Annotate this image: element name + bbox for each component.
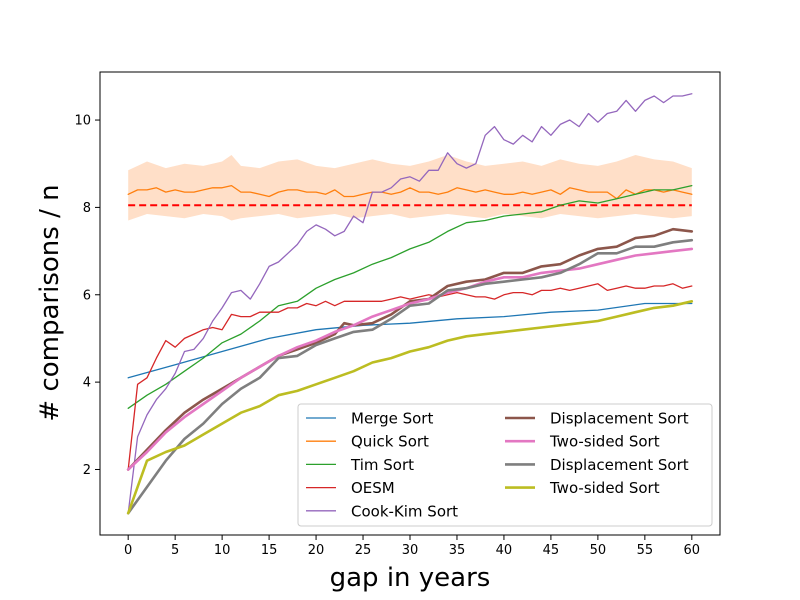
- series-line-7: [126, 247, 694, 471]
- x-tick-label: 35: [449, 543, 466, 558]
- y-axis: 2 4 6 8 10: [74, 114, 100, 478]
- x-tick-label: 45: [543, 543, 560, 558]
- legend-label-8: Displacement Sort: [550, 456, 689, 474]
- series-line-1: [127, 302, 693, 379]
- legend-label-6: Displacement Sort: [550, 410, 689, 428]
- x-axis-label: gap in years: [330, 563, 491, 593]
- series-line-4: [127, 283, 693, 471]
- x-tick-label: 30: [402, 543, 419, 558]
- series-group: [126, 93, 694, 515]
- y-tick-label: 4: [83, 376, 91, 391]
- x-tick-label: 40: [496, 543, 513, 558]
- legend-label-5: Cook-Kim Sort: [351, 502, 458, 520]
- plot-area: [126, 93, 694, 515]
- legend-label-1: Merge Sort: [351, 410, 433, 428]
- x-tick-label: 55: [637, 543, 654, 558]
- x-tick-label: 50: [590, 543, 607, 558]
- legend-label-4: OESM: [351, 479, 395, 497]
- y-axis-label: # comparisons / n: [35, 184, 65, 421]
- legend-label-9: Two-sided Sort: [549, 479, 660, 497]
- x-axis: 0 5 10 15 20 25 30 35 40 45 50 55 60: [124, 535, 700, 558]
- y-tick-label: 8: [83, 201, 91, 216]
- x-tick-label: 0: [124, 543, 132, 558]
- series-line-2: [127, 184, 693, 200]
- x-tick-label: 15: [261, 543, 278, 558]
- x-tick-label: 5: [171, 543, 179, 558]
- x-tick-label: 20: [308, 543, 325, 558]
- legend-label-3: Tim Sort: [350, 456, 414, 474]
- x-tick-label: 60: [684, 543, 701, 558]
- series-line-8: [126, 238, 694, 515]
- x-tick-label: 25: [355, 543, 372, 558]
- y-tick-label: 6: [83, 288, 91, 303]
- series-line-9: [126, 299, 694, 515]
- legend-label-7: Two-sided Sort: [549, 433, 660, 451]
- legend-label-2: Quick Sort: [351, 433, 429, 451]
- series-line-5: [127, 93, 693, 514]
- y-tick-label: 2: [83, 463, 91, 478]
- legend: Merge Sort Quick Sort Tim Sort OESM Cook-Kim…: [297, 403, 713, 527]
- x-tick-label: 10: [214, 543, 231, 558]
- y-tick-label: 10: [74, 114, 91, 129]
- series-line-3: [127, 184, 693, 409]
